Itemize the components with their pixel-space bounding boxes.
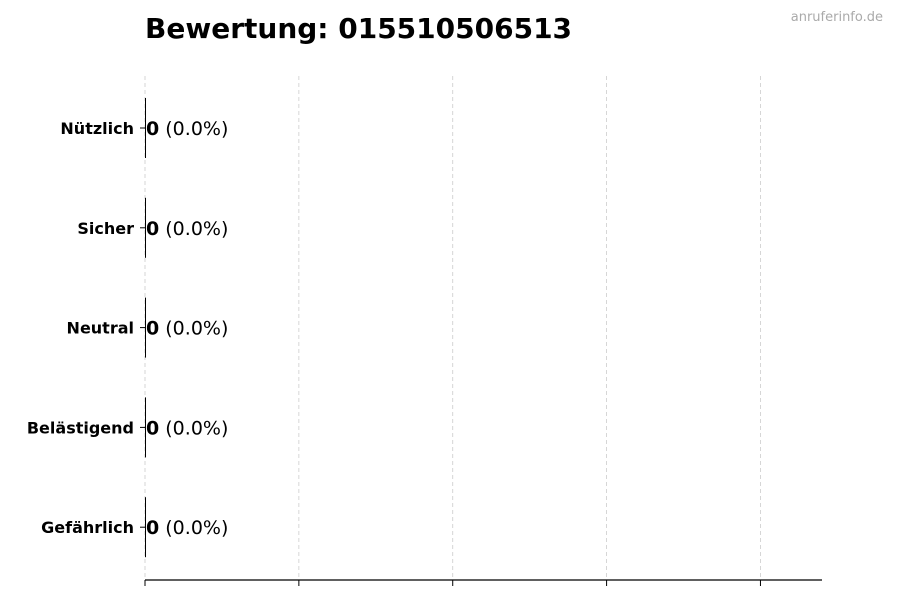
bar [145,98,146,158]
bar [145,197,146,258]
category-label: Neutral [67,319,134,338]
data-label-count: 0 [146,318,159,340]
data-label-count: 0 [146,118,159,140]
category-label: Nützlich [60,119,134,138]
data-label-percent: (0.0%) [159,218,228,240]
data-label-count: 0 [146,218,159,240]
chart-title: Bewertung: 015510506513 [145,12,573,45]
data-label-count: 0 [146,517,159,539]
watermark: anruferinfo.de [790,10,883,25]
category-label: Sicher [77,219,134,238]
bar [145,397,146,458]
data-label-percent: (0.0%) [159,517,228,539]
data-label: 0 (0.0%) [146,517,228,539]
data-label-percent: (0.0%) [159,417,228,439]
category-label: Belästigend [27,418,134,437]
data-label: 0 (0.0%) [146,417,228,439]
data-label-count: 0 [146,417,159,439]
category-label: Gefährlich [41,518,134,537]
data-label: 0 (0.0%) [146,318,228,340]
data-label: 0 (0.0%) [146,118,228,140]
bar [145,297,146,358]
data-label-percent: (0.0%) [159,118,228,140]
data-label: 0 (0.0%) [146,218,228,240]
bar [145,497,146,558]
data-label-percent: (0.0%) [159,318,228,340]
